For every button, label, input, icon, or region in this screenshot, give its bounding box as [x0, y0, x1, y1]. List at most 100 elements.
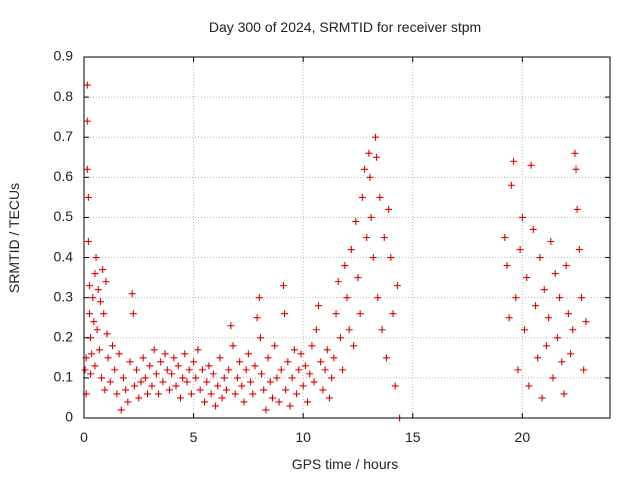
data-point [271, 342, 279, 350]
data-point [98, 374, 106, 382]
data-point [236, 358, 244, 366]
data-point [356, 310, 364, 318]
data-point [525, 382, 533, 390]
data-point [507, 181, 515, 189]
y-tick-label: 0.3 [54, 288, 74, 304]
data-point [113, 390, 121, 398]
data-point [183, 378, 191, 386]
data-point [347, 246, 355, 254]
data-point [133, 366, 141, 374]
data-points [81, 81, 590, 422]
data-point [94, 286, 102, 294]
data-point [319, 386, 327, 394]
data-point [176, 394, 184, 402]
data-point [247, 378, 255, 386]
data-point [185, 366, 193, 374]
data-point [220, 374, 228, 382]
data-point [330, 354, 338, 362]
data-point [101, 386, 109, 394]
data-point [92, 254, 100, 262]
data-point [137, 378, 145, 386]
data-point [376, 193, 384, 201]
data-point [81, 366, 89, 374]
data-point [391, 382, 399, 390]
data-point [282, 386, 290, 394]
data-point [288, 374, 296, 382]
data-point [157, 358, 165, 366]
data-point [315, 302, 323, 310]
data-point [527, 161, 535, 169]
data-point [332, 310, 340, 318]
data-point [284, 358, 292, 366]
data-point [129, 310, 137, 318]
data-point [393, 282, 401, 290]
x-tick-label: 20 [515, 429, 531, 445]
data-point [308, 342, 316, 350]
data-point [389, 310, 397, 318]
data-point [165, 386, 173, 394]
data-point [266, 378, 274, 386]
y-tick-label: 0.5 [54, 208, 74, 224]
data-point [301, 362, 309, 370]
data-point [240, 398, 248, 406]
data-point [293, 390, 301, 398]
data-point [103, 330, 111, 338]
data-point [505, 314, 513, 322]
data-point [115, 350, 123, 358]
data-point [279, 282, 287, 290]
data-point [238, 382, 246, 390]
data-point [281, 310, 289, 318]
data-point [366, 173, 374, 181]
data-point [209, 370, 217, 378]
data-point [521, 326, 529, 334]
data-point [93, 326, 101, 334]
data-point [192, 374, 200, 382]
data-point [244, 350, 252, 358]
data-point [542, 342, 550, 350]
data-point [152, 370, 160, 378]
y-tick-label: 0.1 [54, 369, 74, 385]
data-point [545, 314, 553, 322]
data-point [91, 270, 99, 278]
data-point [580, 366, 588, 374]
data-point [523, 274, 531, 282]
data-point [90, 318, 98, 326]
data-point [258, 370, 266, 378]
data-point [163, 366, 171, 374]
data-point [181, 350, 189, 358]
data-point [553, 334, 561, 342]
y-tick-label: 0.7 [54, 128, 74, 144]
data-point [560, 390, 568, 398]
data-point [249, 390, 257, 398]
data-point [534, 354, 542, 362]
data-point [260, 386, 268, 394]
chart-title: Day 300 of 2024, SRMTID for receiver stp… [209, 19, 481, 35]
x-axis-label: GPS time / hours [292, 456, 399, 472]
data-point [373, 153, 381, 161]
data-point [231, 390, 239, 398]
data-point [582, 318, 590, 326]
data-point [264, 354, 272, 362]
data-point [87, 370, 95, 378]
data-point [85, 310, 93, 318]
data-point [529, 225, 537, 233]
data-point [99, 266, 107, 274]
data-point [510, 157, 518, 165]
data-point [540, 286, 548, 294]
data-point [549, 374, 557, 382]
data-point [328, 374, 336, 382]
data-point [339, 366, 347, 374]
data-point [367, 213, 375, 221]
data-point [155, 390, 163, 398]
data-point [369, 254, 377, 262]
data-point [273, 374, 281, 382]
data-point [187, 390, 195, 398]
data-point [323, 346, 331, 354]
data-point [547, 238, 555, 246]
x-tick-label: 15 [405, 429, 421, 445]
data-point [556, 294, 564, 302]
data-point [218, 394, 226, 402]
data-point [378, 326, 386, 334]
data-point [130, 382, 138, 390]
